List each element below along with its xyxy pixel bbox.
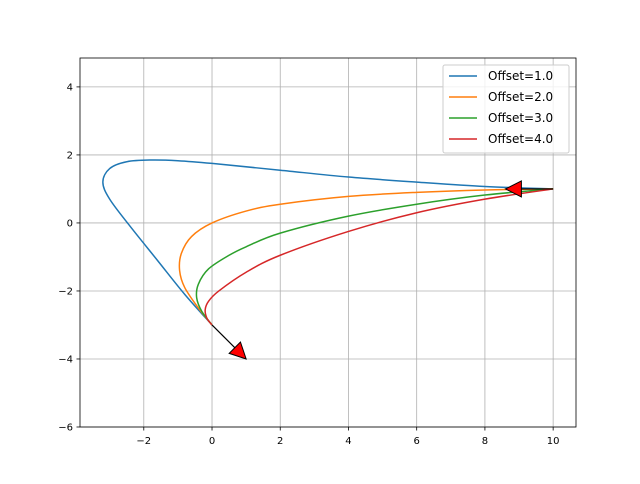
series-line-2	[178, 188, 554, 326]
y-tick-label: −2	[58, 286, 73, 297]
x-tick-label: 8	[482, 436, 488, 447]
arrows	[211, 180, 554, 360]
y-tick-label: −6	[58, 423, 73, 434]
legend-label-2: Offset=2.0	[488, 90, 553, 104]
series-line-1	[102, 159, 554, 326]
x-tick-label: −2	[136, 436, 151, 447]
y-tick-label: −4	[58, 354, 73, 365]
ticks: −2 0 2 4 6 8 10 −6 −4 −2 0 2 4	[58, 82, 559, 447]
x-tick-label: 6	[414, 436, 420, 447]
legend: Offset=1.0 Offset=2.0 Offset=3.0 Offset=4.0	[442, 64, 570, 154]
x-tick-label: 0	[209, 436, 215, 447]
series-lines	[102, 159, 554, 326]
arrow-head-1	[228, 341, 247, 360]
y-tick-label: 2	[67, 150, 73, 161]
x-tick-label: 2	[277, 436, 283, 447]
series-line-3	[195, 188, 554, 326]
y-tick-label: 4	[67, 82, 73, 93]
legend-label-1: Offset=1.0	[488, 69, 553, 83]
legend-label-4: Offset=4.0	[488, 132, 553, 146]
legend-box	[442, 64, 570, 154]
x-tick-label: 4	[345, 436, 351, 447]
arrow-head-2	[504, 180, 522, 198]
x-tick-label: 10	[547, 436, 560, 447]
y-tick-label: 0	[67, 218, 73, 229]
series-line-4	[204, 188, 554, 326]
axes-frame	[79, 57, 577, 428]
legend-label-3: Offset=3.0	[488, 111, 553, 125]
arrow-shaft-1	[211, 324, 236, 349]
